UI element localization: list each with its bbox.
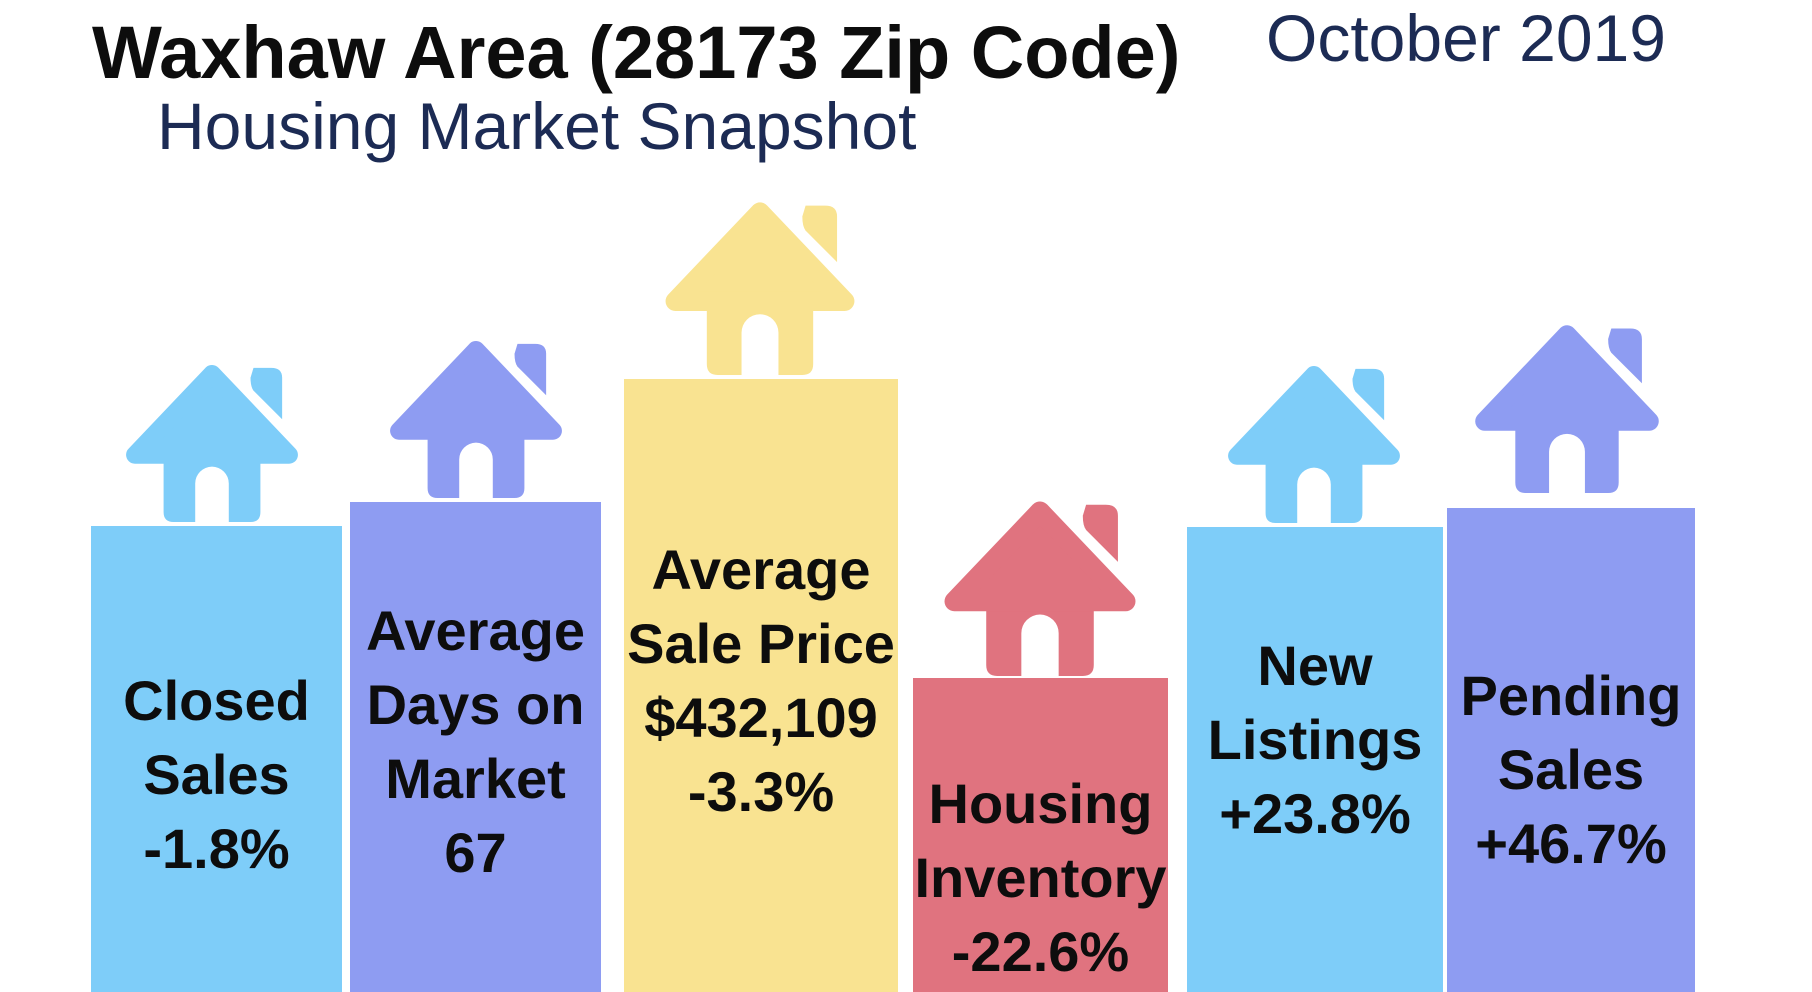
bar-label-line: Sales [143,743,290,806]
bar-label-pending-sales: Pending Sales +46.7% [1461,659,1682,881]
bar-label-line: 67 [444,821,507,884]
bar-label-line: $432,109 [644,686,878,749]
bar-label-avg-days-on-market: Average Days on Market 67 [366,594,585,890]
bar-label-avg-sale-price: Average Sale Price $432,109 -3.3% [627,533,895,829]
bar-label-line: -1.8% [143,817,290,880]
bar-new-listings: New Listings +23.8% [1187,527,1443,992]
bar-label-line: Sales [1497,738,1645,801]
bar-label-line: Market [385,747,566,810]
house-icon [1225,361,1403,523]
bar-label-new-listings: New Listings +23.8% [1208,629,1423,851]
page-title-line1: Waxhaw Area (28173 Zip Code) [92,11,1181,94]
bar-pending-sales: Pending Sales +46.7% [1447,508,1695,992]
bar-label-line: Average [651,538,871,601]
house-icon [387,336,565,498]
house-icon [123,360,301,522]
bar-label-line: +23.8% [1219,782,1411,845]
bar-label-line: New [1257,634,1373,697]
bar-label-line: Inventory [914,846,1167,909]
house-icon [941,496,1139,676]
bar-label-housing-inventory: Housing Inventory -22.6% [914,767,1166,989]
bar-avg-days-on-market: Average Days on Market 67 [350,502,601,992]
bar-label-line: Listings [1207,708,1423,771]
bar-housing-inventory: Housing Inventory -22.6% [913,678,1168,992]
bar-label-line: Days on [366,673,585,736]
bar-label-line: Closed [123,669,310,732]
house-icon [1472,320,1662,493]
bar-label-line: Housing [928,772,1153,835]
bar-label-line: Pending [1460,664,1682,727]
bar-label-line: Sale Price [627,612,895,675]
bar-label-line: Average [366,599,585,662]
bar-label-closed-sales: Closed Sales -1.8% [123,664,310,886]
bar-label-line: -22.6% [951,920,1130,983]
house-icon [662,197,858,375]
bar-label-line: +46.7% [1475,812,1667,875]
bar-label-line: -3.3% [687,760,835,823]
report-date: October 2019 [1266,1,1666,75]
bar-closed-sales: Closed Sales -1.8% [91,526,342,992]
page-title-line2: Housing Market Snapshot [157,89,917,163]
bar-avg-sale-price: Average Sale Price $432,109 -3.3% [624,379,898,992]
